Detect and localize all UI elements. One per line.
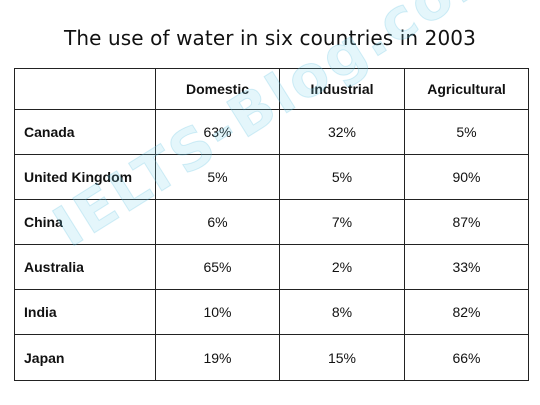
chart-title: The use of water in six countries in 200…: [64, 26, 476, 50]
row-label-canada: Canada: [14, 109, 156, 155]
table-row: Canada 63% 32% 5%: [14, 109, 529, 155]
table-cell: 5%: [279, 154, 405, 200]
table-cell: 66%: [404, 334, 529, 381]
row-label-united-kingdom: United Kingdom: [14, 154, 156, 200]
table-cell: 5%: [404, 109, 529, 155]
table-cell: 6%: [155, 199, 280, 245]
header-cell-corner: [14, 68, 156, 110]
table-header-row: Domestic Industrial Agricultural: [14, 68, 529, 110]
header-cell-industrial: Industrial: [279, 68, 405, 110]
table-row: China 6% 7% 87%: [14, 199, 529, 245]
table-cell: 90%: [404, 154, 529, 200]
header-cell-agricultural: Agricultural: [404, 68, 529, 110]
table-cell: 8%: [279, 289, 405, 335]
row-label-india: India: [14, 289, 156, 335]
water-use-table: Domestic Industrial Agricultural Canada …: [14, 68, 529, 381]
row-label-australia: Australia: [14, 244, 156, 290]
table-cell: 7%: [279, 199, 405, 245]
table-row: India 10% 8% 82%: [14, 289, 529, 335]
row-label-japan: Japan: [14, 334, 156, 381]
table-cell: 33%: [404, 244, 529, 290]
table-cell: 15%: [279, 334, 405, 381]
table-cell: 5%: [155, 154, 280, 200]
header-cell-domestic: Domestic: [155, 68, 280, 110]
table-cell: 19%: [155, 334, 280, 381]
row-label-china: China: [14, 199, 156, 245]
table-cell: 10%: [155, 289, 280, 335]
table-cell: 32%: [279, 109, 405, 155]
table-cell: 82%: [404, 289, 529, 335]
table-row: United Kingdom 5% 5% 90%: [14, 154, 529, 200]
table-row: Australia 65% 2% 33%: [14, 244, 529, 290]
table-cell: 87%: [404, 199, 529, 245]
table-cell: 63%: [155, 109, 280, 155]
table-row: Japan 19% 15% 66%: [14, 334, 529, 381]
table-cell: 65%: [155, 244, 280, 290]
table-cell: 2%: [279, 244, 405, 290]
